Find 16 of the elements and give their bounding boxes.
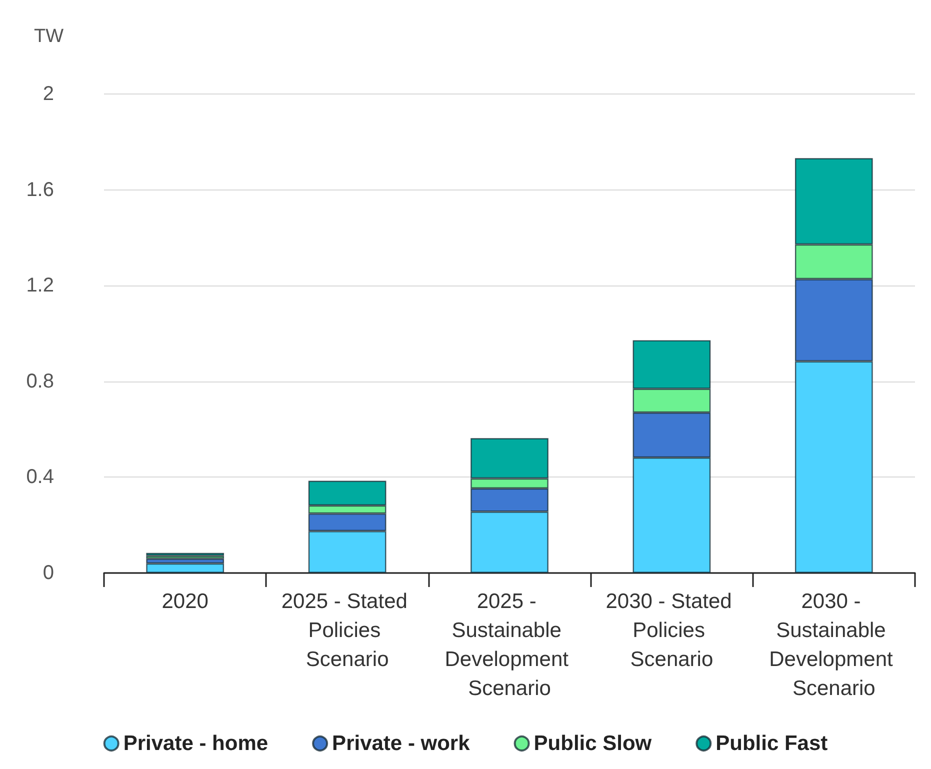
y-tick-label: 0 bbox=[42, 562, 54, 584]
y-tick-label: 0.4 bbox=[26, 466, 54, 488]
y-tick-label: 1.2 bbox=[26, 274, 54, 297]
x-tick-label: 2030 - Sustainable Development Scenario bbox=[769, 590, 899, 700]
y-tick-label: 1.6 bbox=[26, 178, 54, 201]
legend-label: Public Fast bbox=[716, 732, 828, 755]
legend-label: Public Slow bbox=[534, 732, 652, 755]
y-axis-title: TW bbox=[34, 26, 64, 47]
x-tick-label: 2025 - Sustainable Development Scenario bbox=[444, 590, 574, 700]
x-tick-label: 2030 - Stated Policies Scenario bbox=[606, 590, 738, 671]
y-tick-label: 0.8 bbox=[26, 370, 54, 392]
y-tick-label: 2 bbox=[42, 83, 54, 105]
legend-label: Private - home bbox=[123, 732, 268, 755]
legend-label: Private - work bbox=[332, 732, 470, 755]
x-tick-label: 2020 bbox=[162, 590, 208, 613]
x-tick-label: 2025 - Stated Policies Scenario bbox=[281, 590, 414, 671]
